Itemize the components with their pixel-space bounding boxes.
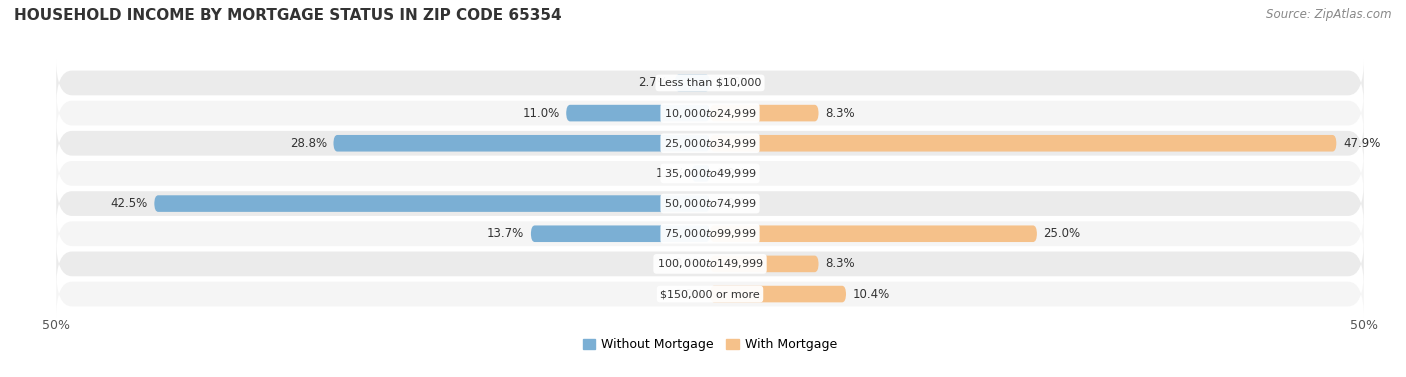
- FancyBboxPatch shape: [710, 105, 818, 121]
- Text: 0.0%: 0.0%: [717, 197, 747, 210]
- FancyBboxPatch shape: [56, 180, 1364, 227]
- FancyBboxPatch shape: [692, 165, 710, 182]
- Text: Less than $10,000: Less than $10,000: [659, 78, 761, 88]
- FancyBboxPatch shape: [56, 89, 1364, 137]
- FancyBboxPatch shape: [710, 135, 1336, 152]
- Text: $35,000 to $49,999: $35,000 to $49,999: [664, 167, 756, 180]
- Legend: Without Mortgage, With Mortgage: Without Mortgage, With Mortgage: [578, 333, 842, 356]
- Text: 25.0%: 25.0%: [1043, 227, 1081, 240]
- FancyBboxPatch shape: [56, 210, 1364, 257]
- Text: Source: ZipAtlas.com: Source: ZipAtlas.com: [1267, 8, 1392, 20]
- Text: 13.7%: 13.7%: [486, 227, 524, 240]
- Text: 8.3%: 8.3%: [825, 107, 855, 120]
- Text: 0.0%: 0.0%: [717, 77, 747, 89]
- Text: 28.8%: 28.8%: [290, 137, 328, 150]
- Text: 10.4%: 10.4%: [852, 288, 890, 300]
- FancyBboxPatch shape: [567, 105, 710, 121]
- Text: $10,000 to $24,999: $10,000 to $24,999: [664, 107, 756, 120]
- FancyBboxPatch shape: [675, 75, 710, 91]
- FancyBboxPatch shape: [333, 135, 710, 152]
- Text: $100,000 to $149,999: $100,000 to $149,999: [657, 257, 763, 270]
- FancyBboxPatch shape: [155, 195, 710, 212]
- FancyBboxPatch shape: [56, 59, 1364, 107]
- FancyBboxPatch shape: [56, 240, 1364, 288]
- Text: 47.9%: 47.9%: [1343, 137, 1381, 150]
- Text: 1.4%: 1.4%: [655, 167, 685, 180]
- Text: HOUSEHOLD INCOME BY MORTGAGE STATUS IN ZIP CODE 65354: HOUSEHOLD INCOME BY MORTGAGE STATUS IN Z…: [14, 8, 561, 23]
- Text: $25,000 to $34,999: $25,000 to $34,999: [664, 137, 756, 150]
- Text: $150,000 or more: $150,000 or more: [661, 289, 759, 299]
- Text: $50,000 to $74,999: $50,000 to $74,999: [664, 197, 756, 210]
- FancyBboxPatch shape: [710, 225, 1038, 242]
- FancyBboxPatch shape: [710, 286, 846, 302]
- Text: 11.0%: 11.0%: [523, 107, 560, 120]
- FancyBboxPatch shape: [531, 225, 710, 242]
- Text: $75,000 to $99,999: $75,000 to $99,999: [664, 227, 756, 240]
- Text: 42.5%: 42.5%: [111, 197, 148, 210]
- Text: 8.3%: 8.3%: [825, 257, 855, 270]
- Text: 0.0%: 0.0%: [673, 257, 703, 270]
- Text: 0.0%: 0.0%: [673, 288, 703, 300]
- FancyBboxPatch shape: [56, 270, 1364, 318]
- FancyBboxPatch shape: [56, 120, 1364, 167]
- Text: 0.0%: 0.0%: [717, 167, 747, 180]
- Text: 2.7%: 2.7%: [638, 77, 668, 89]
- FancyBboxPatch shape: [56, 150, 1364, 197]
- FancyBboxPatch shape: [710, 256, 818, 272]
